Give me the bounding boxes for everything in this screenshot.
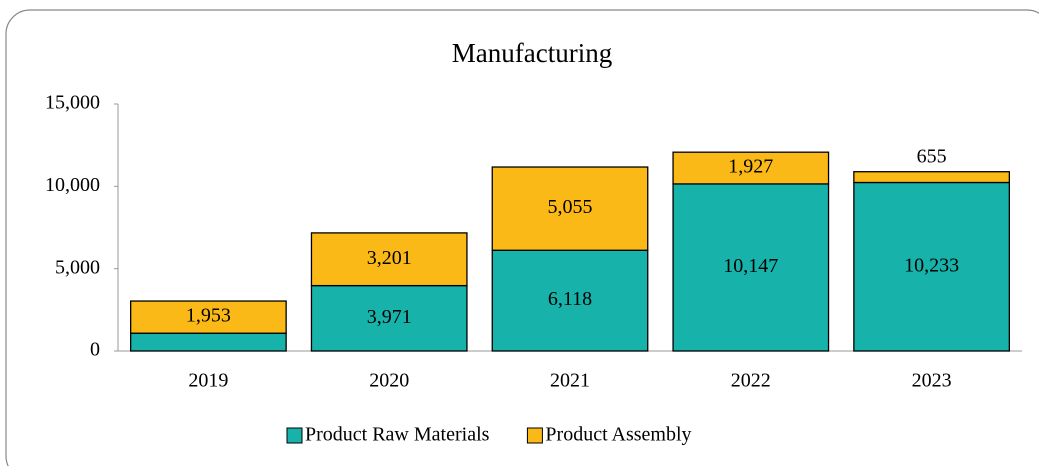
legend-swatch [286,427,303,444]
data-label: 6,118 [548,288,592,310]
data-label: 10,233 [904,254,959,276]
y-tick-label: 5,000 [55,256,100,278]
bar-segment [310,232,468,287]
data-label: 5,055 [548,196,593,218]
chart-title: Manufacturing [452,38,612,68]
x-tick-label: 2019 [188,370,228,392]
y-tick-label: 10,000 [45,174,100,196]
bar-segment [130,332,287,352]
bar-segment [491,166,649,251]
y-tick-label: 15,000 [45,92,100,114]
legend-swatch [526,427,543,444]
x-tick-label: 2020 [369,370,409,392]
data-label: 1,927 [728,156,773,178]
data-label: 655 [917,145,947,167]
bar-segment [672,183,830,352]
data-label: 3,201 [367,247,412,269]
y-tick-label: 0 [90,339,100,361]
legend-label: Product Raw Materials [305,424,490,446]
x-tick-label: 2023 [912,370,952,392]
x-tick-label: 2022 [731,370,771,392]
data-label: 3,971 [367,306,412,328]
bar-segment [130,300,287,334]
data-label: 10,147 [723,255,778,277]
bar-segment [672,151,830,185]
data-label: 1,953 [186,305,231,327]
bar-segment [853,171,1010,184]
bar-segment [853,181,1010,352]
legend-label: Product Assembly [545,424,691,446]
bar-segment [491,249,649,352]
bar-segment [310,284,468,352]
x-tick-label: 2021 [550,370,590,392]
